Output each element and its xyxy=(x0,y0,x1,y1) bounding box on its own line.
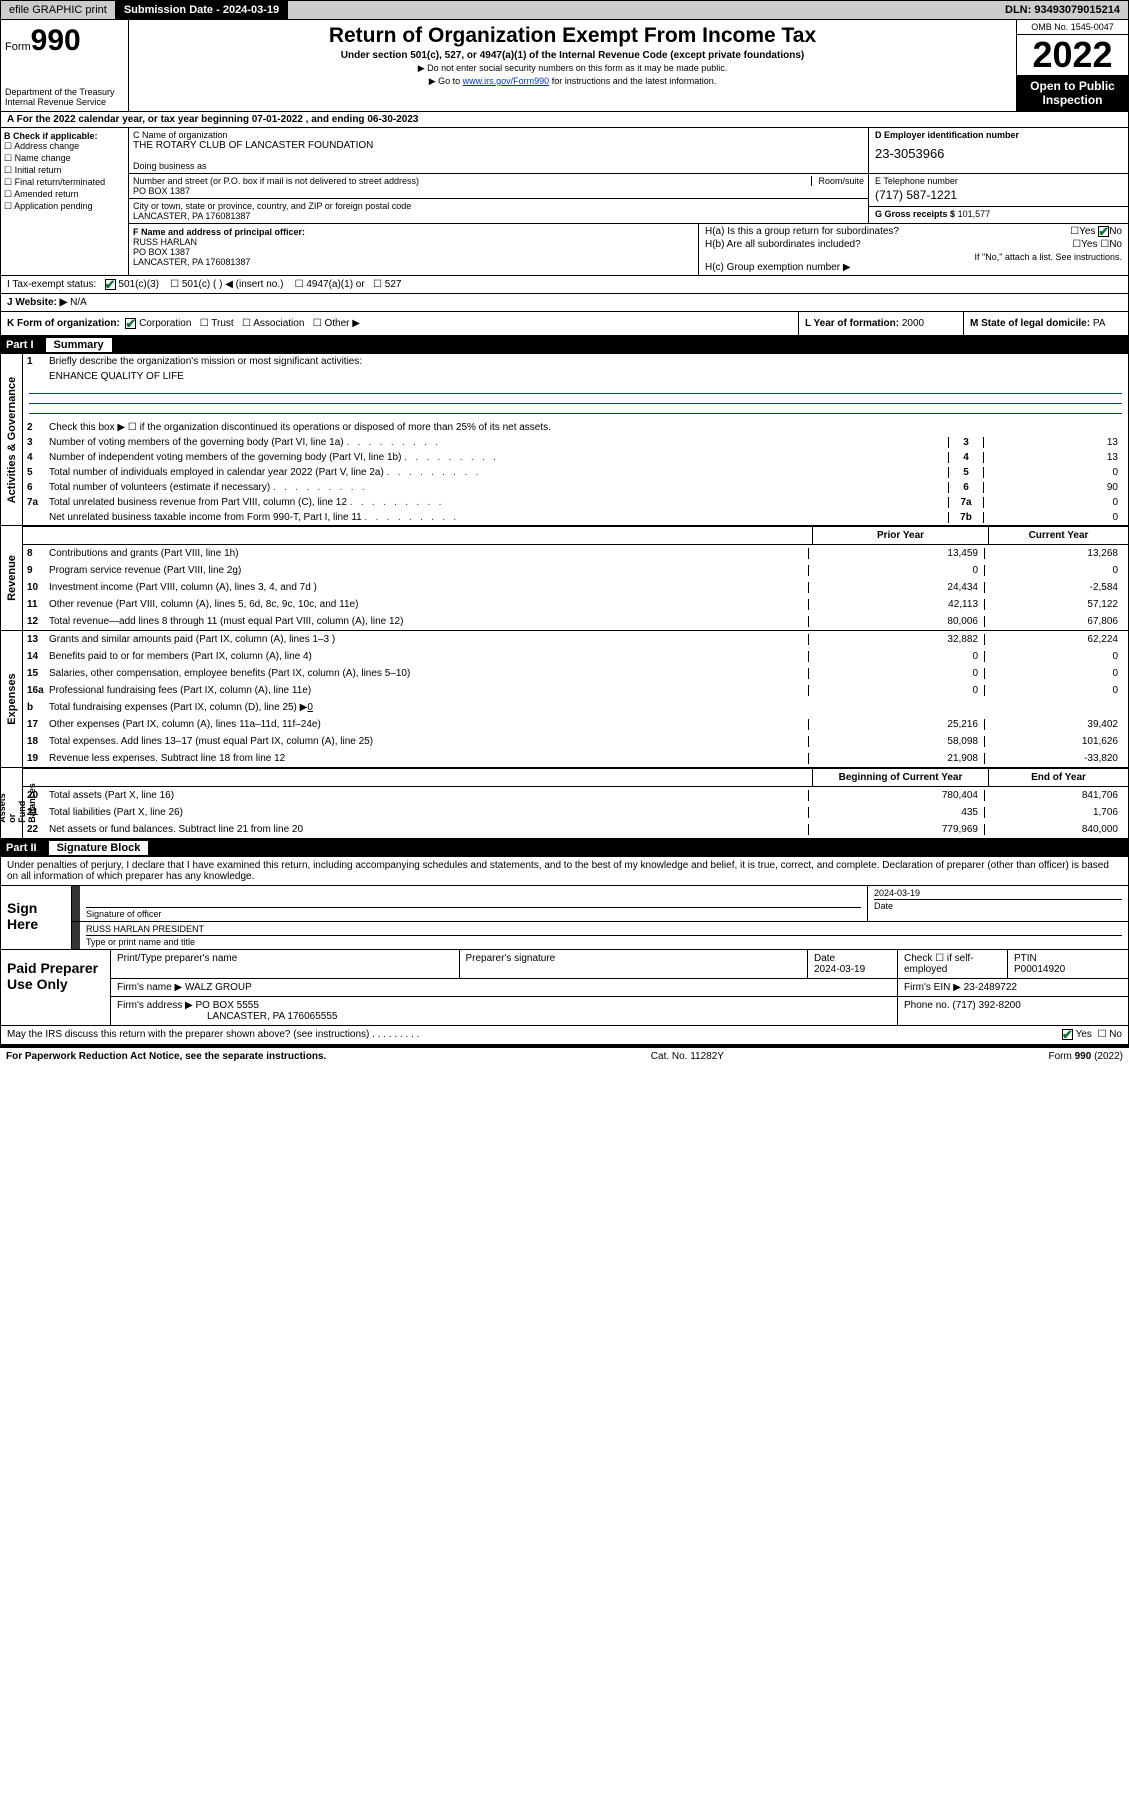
city-line: City or town, state or province, country… xyxy=(129,199,868,223)
h-group: H(a) Is this a group return for subordin… xyxy=(698,224,1128,275)
chk-corp[interactable] xyxy=(125,318,136,329)
efile-btn[interactable]: efile GRAPHIC print xyxy=(1,1,116,19)
sidetab-na: Net Assets or Fund Balances xyxy=(0,784,37,824)
part2-bar: Part II Signature Block xyxy=(0,839,1129,857)
block-bcd: B Check if applicable: ☐ Address change … xyxy=(0,128,1129,276)
irs-link[interactable]: www.irs.gov/Form990 xyxy=(463,76,550,86)
topbar: efile GRAPHIC print Submission Date - 20… xyxy=(0,0,1129,20)
sign-here: Sign Here Signature of officer 2024-03-1… xyxy=(0,886,1129,950)
summary-revenue: Revenue Prior YearCurrent Year 8Contribu… xyxy=(0,526,1129,631)
row-i: I Tax-exempt status: 501(c)(3) ☐ 501(c) … xyxy=(0,276,1129,294)
telephone: E Telephone number (717) 587-1221 xyxy=(869,174,1128,207)
ein-value: 23-3053966 xyxy=(875,140,1122,167)
sidetab-rev: Revenue xyxy=(6,555,18,601)
chk-discuss-yes[interactable] xyxy=(1062,1029,1073,1040)
summary-netassets: Net Assets or Fund Balances Beginning of… xyxy=(0,768,1129,839)
chk-amended[interactable]: ☐ Amended return xyxy=(4,189,125,200)
submission-date: Submission Date - 2024-03-19 xyxy=(116,1,288,19)
form-title: Return of Organization Exempt From Incom… xyxy=(135,24,1010,48)
declaration: Under penalties of perjury, I declare th… xyxy=(0,857,1129,886)
form-note1: ▶ Do not enter social security numbers o… xyxy=(135,63,1010,74)
paid-preparer: Paid Preparer Use Only Print/Type prepar… xyxy=(0,950,1129,1026)
chk-address-change[interactable]: ☐ Address change xyxy=(4,141,125,152)
dept-label: Department of the Treasury Internal Reve… xyxy=(5,87,124,107)
dln: DLN: 93493079015214 xyxy=(997,1,1128,19)
form-subtitle: Under section 501(c), 527, or 4947(a)(1)… xyxy=(135,50,1010,61)
officer-box: F Name and address of principal officer:… xyxy=(129,224,698,275)
chk-initial-return[interactable]: ☐ Initial return xyxy=(4,165,125,176)
chk-final-return[interactable]: ☐ Final return/terminated xyxy=(4,177,125,188)
chk-app-pending[interactable]: ☐ Application pending xyxy=(4,201,125,212)
form-note2: ▶ Go to www.irs.gov/Form990 for instruct… xyxy=(135,76,1010,87)
footer: For Paperwork Reduction Act Notice, see … xyxy=(0,1048,1129,1065)
sidetab-gov: Activities & Governance xyxy=(6,377,18,504)
chk-name-change[interactable]: ☐ Name change xyxy=(4,153,125,164)
row-j: J Website: ▶ N/A xyxy=(0,294,1129,312)
ein-box: D Employer identification number 23-3053… xyxy=(868,128,1128,173)
open-to-public: Open to Public Inspection xyxy=(1017,75,1128,111)
org-name-box: C Name of organization THE ROTARY CLUB O… xyxy=(129,128,868,173)
section-b: B Check if applicable: ☐ Address change … xyxy=(1,128,129,275)
gross-receipts: G Gross receipts $ 101,577 xyxy=(869,207,1128,221)
row-klm: K Form of organization: Corporation ☐ Tr… xyxy=(0,312,1129,336)
sidetab-exp: Expenses xyxy=(6,674,18,725)
form-number: Form990 xyxy=(5,24,124,58)
chk-501c3[interactable] xyxy=(105,279,116,290)
org-name: THE ROTARY CLUB OF LANCASTER FOUNDATION xyxy=(133,140,373,151)
tax-year: 2022 xyxy=(1017,35,1128,75)
form-header: Form990 Department of the Treasury Inter… xyxy=(0,20,1129,112)
summary-governance: Activities & Governance 1Briefly describ… xyxy=(0,354,1129,526)
topbar-spacer xyxy=(288,7,997,13)
summary-expenses: Expenses 13Grants and similar amounts pa… xyxy=(0,631,1129,768)
section-a: A For the 2022 calendar year, or tax yea… xyxy=(0,112,1129,128)
discuss-row: May the IRS discuss this return with the… xyxy=(0,1026,1129,1044)
part1-bar: Part I Summary xyxy=(0,336,1129,354)
addr-line: Number and street (or P.O. box if mail i… xyxy=(129,174,868,199)
omb-number: OMB No. 1545-0047 xyxy=(1017,20,1128,35)
